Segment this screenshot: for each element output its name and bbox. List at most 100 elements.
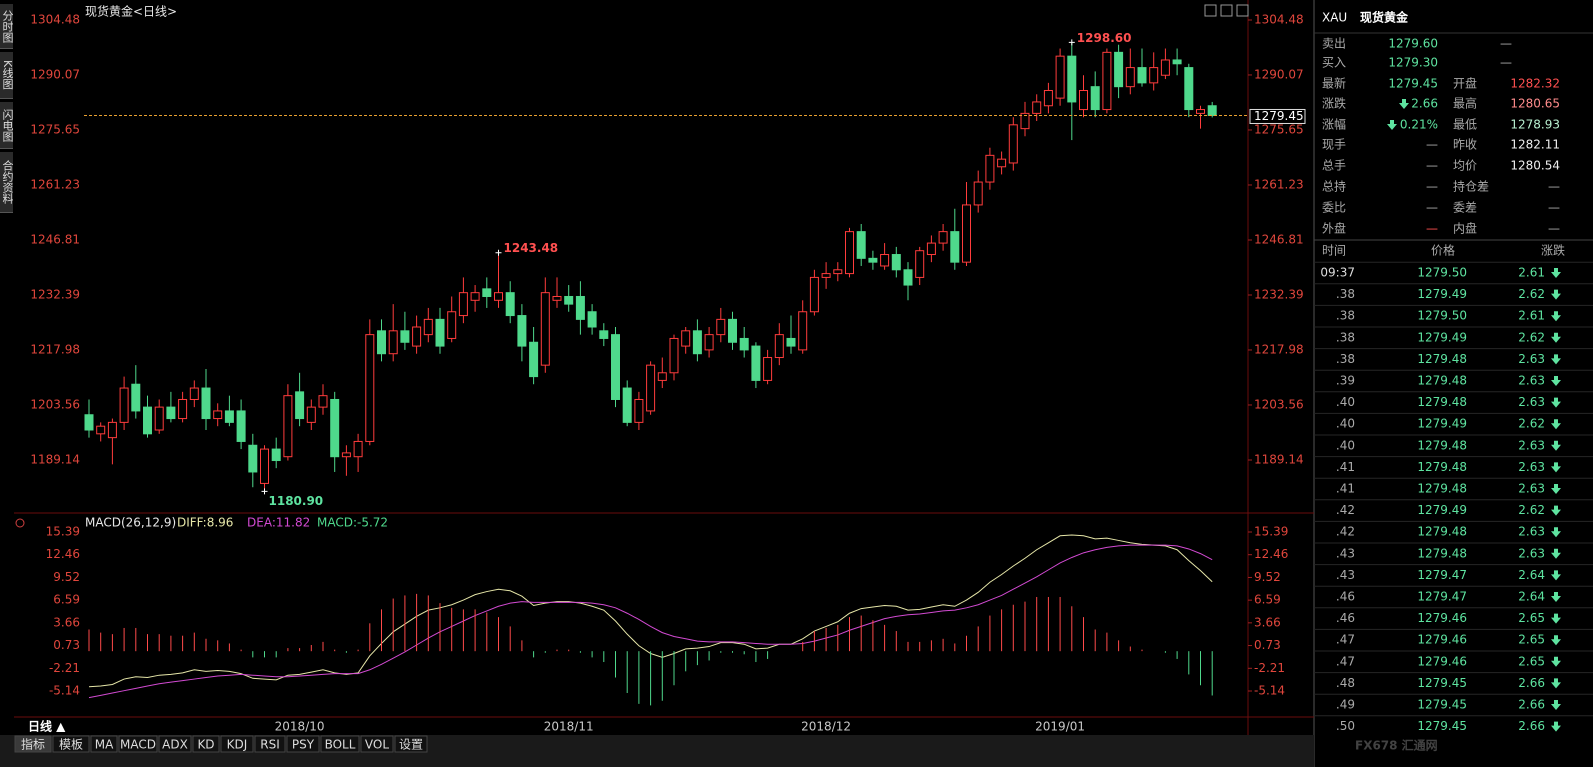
tick-change: 2.65 bbox=[1518, 611, 1545, 625]
tick-time: .46 bbox=[1336, 590, 1355, 604]
side-tab[interactable]: K线图 bbox=[0, 52, 13, 99]
candle-body bbox=[1184, 67, 1194, 111]
window-button[interactable] bbox=[1236, 4, 1249, 17]
tick-change: 2.62 bbox=[1518, 287, 1545, 301]
candle-body bbox=[880, 254, 890, 267]
candle-body bbox=[295, 391, 305, 420]
tab-button[interactable] bbox=[394, 735, 428, 753]
candle-body bbox=[400, 330, 410, 343]
quote-value: — bbox=[1548, 201, 1560, 215]
y-tick-label: 3.66 bbox=[53, 615, 80, 629]
tab-button[interactable] bbox=[192, 735, 220, 753]
candle-body bbox=[669, 337, 679, 374]
tab-button[interactable] bbox=[158, 735, 192, 753]
x-tick-label: 2018/10 bbox=[275, 720, 325, 734]
tick-price: 1279.48 bbox=[1417, 352, 1467, 366]
y-tick-label: 1232.39 bbox=[30, 287, 80, 301]
tick-change: 2.63 bbox=[1518, 460, 1545, 474]
candle-body bbox=[178, 398, 188, 420]
candle-body bbox=[1125, 67, 1135, 88]
tab-button[interactable] bbox=[220, 735, 254, 753]
candle-body bbox=[154, 406, 164, 431]
tick-time: .39 bbox=[1336, 374, 1355, 388]
tick-time: .43 bbox=[1336, 568, 1355, 582]
y-tick-label: 1261.23 bbox=[30, 177, 80, 191]
down-arrow bbox=[1551, 484, 1561, 494]
down-arrow bbox=[1387, 120, 1397, 130]
tab-button[interactable] bbox=[52, 735, 90, 753]
tick-change: 2.65 bbox=[1518, 633, 1545, 647]
y-tick-label: -2.21 bbox=[1254, 661, 1285, 675]
side-tab[interactable]: 分时图 bbox=[0, 4, 13, 49]
down-arrow bbox=[1551, 700, 1561, 710]
candle-body bbox=[891, 254, 901, 271]
tab-label[interactable]: 模板 bbox=[59, 738, 83, 752]
tick-time: .50 bbox=[1336, 719, 1355, 733]
down-arrow bbox=[1551, 289, 1561, 300]
down-arrow bbox=[1551, 678, 1561, 689]
tick-change: 2.63 bbox=[1518, 438, 1545, 452]
window-button[interactable] bbox=[1204, 4, 1217, 17]
tab-label[interactable]: RSI bbox=[260, 738, 280, 752]
tick-time: .38 bbox=[1336, 287, 1355, 301]
tab-button[interactable] bbox=[320, 735, 360, 753]
tab-button[interactable] bbox=[14, 735, 52, 753]
candle-body bbox=[84, 414, 94, 431]
tick-time: .40 bbox=[1336, 417, 1355, 431]
quote-value: 0.21% bbox=[1400, 118, 1438, 132]
quote-value: — bbox=[1500, 37, 1512, 51]
candle-body bbox=[365, 334, 375, 442]
tab-button[interactable] bbox=[360, 735, 394, 753]
tab-label[interactable]: 指标 bbox=[21, 737, 45, 752]
candle-body bbox=[1079, 89, 1088, 111]
quote-value: 1280.65 bbox=[1510, 97, 1560, 111]
candle-body bbox=[529, 341, 539, 378]
tab-label[interactable]: 设置 bbox=[399, 738, 423, 752]
tab-button[interactable] bbox=[90, 735, 118, 753]
candle-body bbox=[248, 444, 258, 473]
tick-change: 2.66 bbox=[1518, 719, 1545, 733]
tab-button[interactable] bbox=[118, 735, 158, 753]
quote-value: 1280.54 bbox=[1510, 159, 1560, 173]
quote-label: 现手 bbox=[1322, 138, 1346, 152]
chart-title: 现货黄金<日线> bbox=[85, 4, 177, 19]
tab-button[interactable] bbox=[254, 735, 286, 753]
down-arrow bbox=[1551, 527, 1561, 538]
high-label: 1243.48 bbox=[504, 241, 559, 255]
quote-value: 1278.93 bbox=[1510, 118, 1560, 132]
quote-value: 1282.32 bbox=[1510, 77, 1560, 91]
tab-label[interactable]: PSY bbox=[292, 738, 315, 752]
tab-label[interactable]: BOLL bbox=[325, 738, 356, 752]
quote-value: — bbox=[1426, 180, 1438, 194]
extreme-marker bbox=[495, 249, 502, 256]
quote-label: 总持 bbox=[1322, 179, 1346, 194]
side-tab[interactable]: 闪电图 bbox=[0, 102, 13, 149]
tab-label[interactable]: KDJ bbox=[227, 738, 248, 752]
quote-value: — bbox=[1548, 222, 1560, 236]
tab-label[interactable]: MA bbox=[95, 738, 114, 752]
tick-time: .42 bbox=[1336, 525, 1355, 539]
tab-label[interactable]: ADX bbox=[162, 738, 188, 752]
candle-body bbox=[575, 295, 585, 320]
window-button[interactable] bbox=[1220, 4, 1233, 17]
quote-label: 总手 bbox=[1322, 159, 1346, 173]
tab-label[interactable]: KD bbox=[197, 738, 214, 752]
candle-body bbox=[833, 269, 843, 275]
candle-body bbox=[903, 269, 913, 286]
down-arrow bbox=[1551, 354, 1561, 365]
candle-body bbox=[447, 311, 457, 339]
down-arrow bbox=[1399, 99, 1409, 109]
candle-body bbox=[353, 440, 363, 458]
tab-button[interactable] bbox=[286, 735, 320, 753]
side-tab[interactable]: 合约资料 bbox=[0, 152, 13, 213]
tick-time: .47 bbox=[1336, 633, 1355, 647]
tab-label[interactable]: VOL bbox=[365, 738, 389, 752]
table-header: 时间 bbox=[1322, 244, 1346, 258]
down-arrow bbox=[1551, 721, 1561, 732]
tick-price: 1279.50 bbox=[1417, 309, 1467, 323]
tab-label[interactable]: MACD bbox=[120, 738, 156, 752]
period-button[interactable]: 日线 ▲ bbox=[28, 719, 66, 734]
candle-body bbox=[1196, 109, 1205, 114]
legend-label: DIFF:8.96 bbox=[177, 516, 233, 530]
